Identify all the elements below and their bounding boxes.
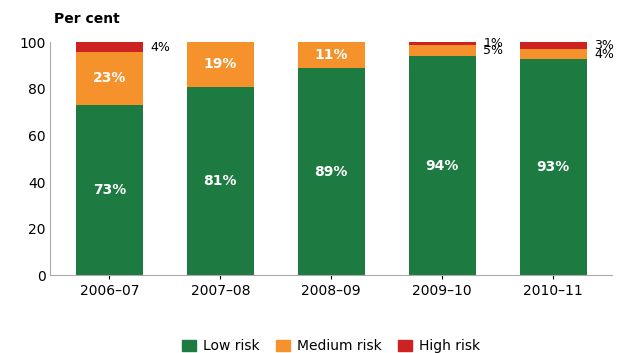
Bar: [298, 68, 365, 275]
Bar: [520, 59, 587, 275]
Text: 81%: 81%: [204, 174, 237, 188]
Text: 3%: 3%: [594, 39, 614, 52]
Text: 89%: 89%: [315, 164, 348, 179]
Text: 23%: 23%: [93, 71, 126, 85]
Bar: [409, 45, 476, 56]
Bar: [298, 42, 365, 68]
Bar: [520, 49, 587, 59]
Bar: [409, 56, 476, 275]
Text: 73%: 73%: [93, 183, 126, 197]
Legend: Low risk, Medium risk, High risk: Low risk, Medium risk, High risk: [177, 334, 486, 353]
Bar: [520, 42, 587, 49]
Text: 5%: 5%: [483, 44, 504, 57]
Text: 1%: 1%: [483, 37, 503, 50]
Text: Per cent: Per cent: [54, 12, 119, 26]
Bar: [187, 86, 254, 275]
Bar: [187, 42, 254, 86]
Bar: [76, 105, 143, 275]
Text: 4%: 4%: [594, 48, 614, 60]
Text: 94%: 94%: [425, 159, 459, 173]
Text: 4%: 4%: [150, 41, 170, 54]
Text: 19%: 19%: [204, 58, 237, 72]
Bar: [76, 42, 143, 52]
Text: 93%: 93%: [536, 160, 570, 174]
Text: 11%: 11%: [314, 48, 348, 62]
Bar: [76, 52, 143, 105]
Bar: [409, 42, 476, 45]
